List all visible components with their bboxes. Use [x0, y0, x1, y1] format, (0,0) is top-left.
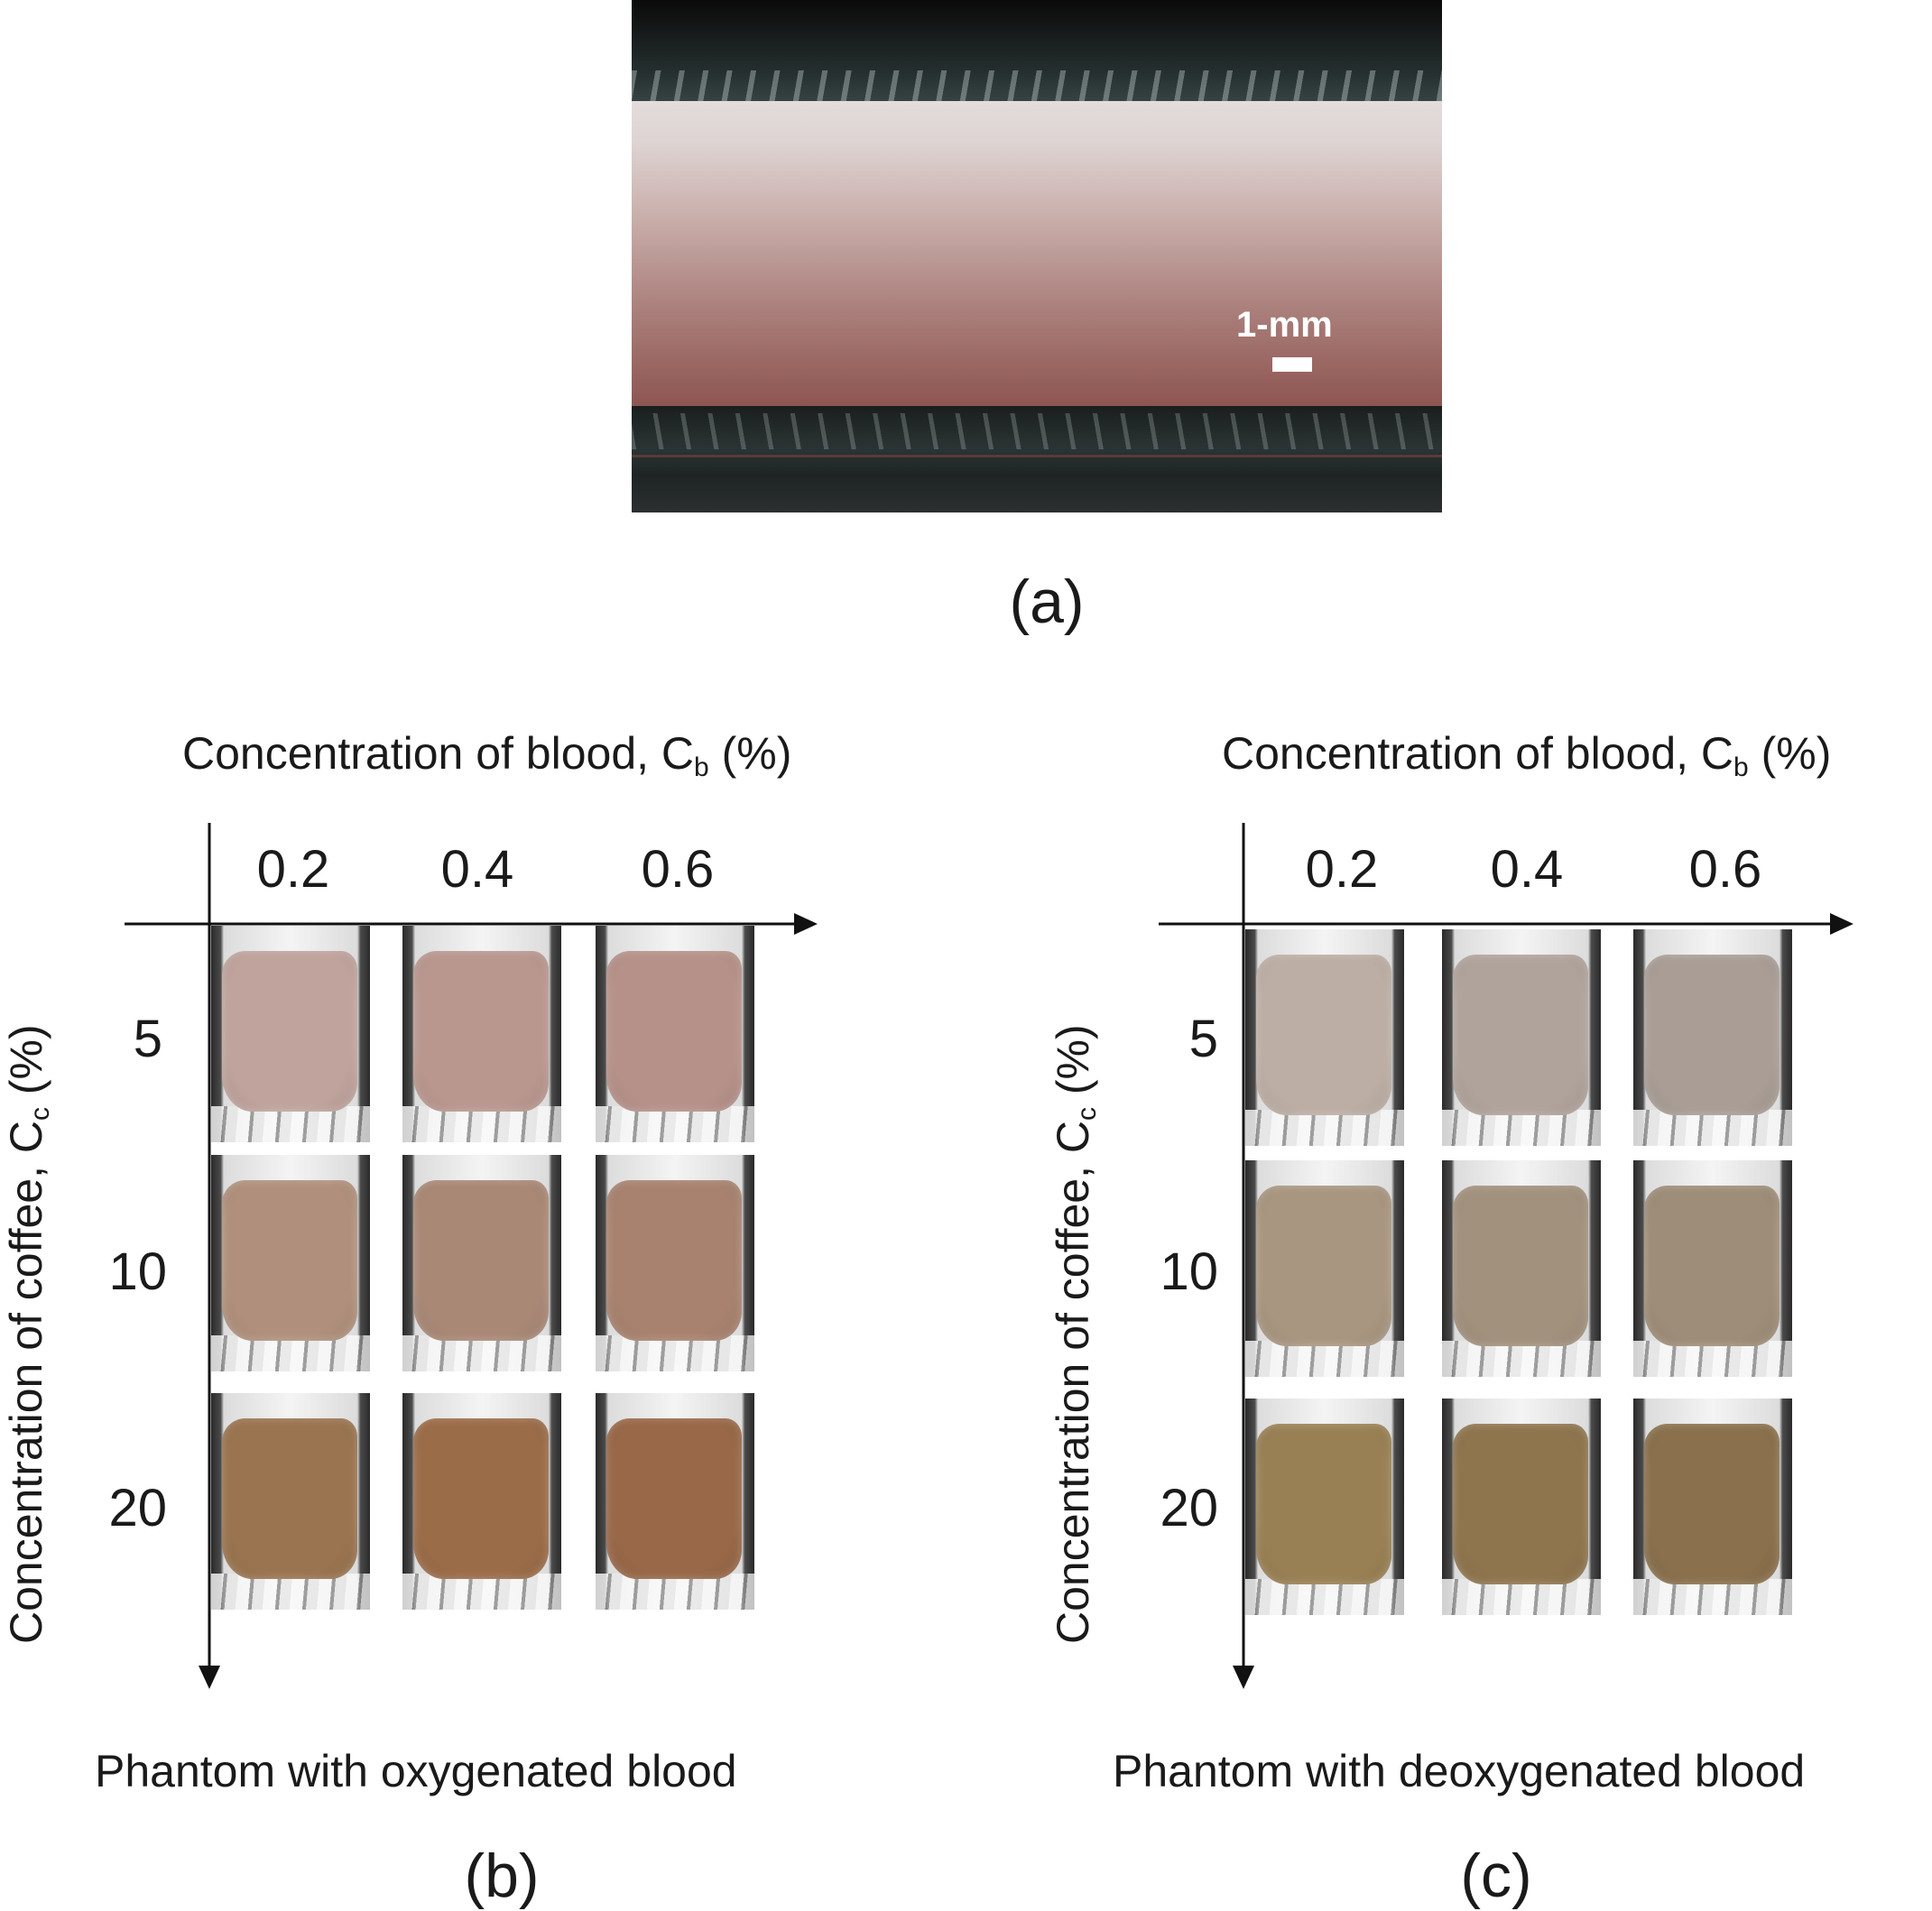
- panel-b-sample-tile: [402, 1393, 561, 1610]
- phantom-sample-swatch: [1644, 1424, 1779, 1584]
- panel-c-y-axis-title: Concentration of coffee, Cc (%): [1048, 1024, 1102, 1644]
- panel-label-a: (a): [1009, 568, 1085, 636]
- panel-c-x-arrowhead: [1830, 913, 1853, 935]
- panel-b-x-tick: 0.2: [256, 840, 330, 899]
- panel-c-x-tick: 0.2: [1305, 840, 1379, 899]
- panel-label-c: (c): [1460, 1842, 1532, 1910]
- phantom-sample-swatch: [413, 1180, 549, 1341]
- panel-b-sample-tile: [402, 1155, 561, 1371]
- panel-c-x-tick: 0.6: [1688, 840, 1762, 899]
- panel-c-sample-tile: [1442, 929, 1601, 1146]
- scale-bar: [1272, 357, 1312, 372]
- phantom-sample-swatch: [1644, 1186, 1779, 1346]
- phantom-sample-swatch: [413, 951, 549, 1112]
- phantom-sample-swatch: [606, 1418, 742, 1579]
- panel-c-sample-tile: [1633, 929, 1792, 1146]
- panel-b-sample-tile: [596, 1155, 754, 1371]
- panel-c-sample-tile: [1633, 1160, 1792, 1377]
- panel-b-sample-tile: [402, 926, 561, 1142]
- bottom-glass-layer: [632, 406, 1442, 512]
- panel-b-sample-tile: [596, 1393, 754, 1610]
- panel-b-sample-tile: [596, 926, 754, 1142]
- panel-c-x-tick: 0.4: [1490, 840, 1564, 899]
- phantom-sample-swatch: [1453, 955, 1588, 1115]
- scale-bar-label: 1-mm: [1236, 305, 1333, 345]
- phantom-sample-swatch: [222, 1418, 357, 1579]
- panel-b-y-arrowhead: [199, 1666, 220, 1689]
- top-glass-layer: [632, 0, 1442, 106]
- panel-b-y-axis-title: Concentration of coffee, Cc (%): [1, 1024, 55, 1644]
- panel-c-y-tick: 20: [1160, 1479, 1218, 1537]
- panel-c-caption: Phantom with deoxygenated blood: [1113, 1746, 1806, 1796]
- panel-b-x-arrowhead: [794, 913, 818, 935]
- panel-c-sample-tile: [1245, 1160, 1404, 1377]
- panel-b-y-tick: 5: [133, 1010, 162, 1068]
- phantom-sample-swatch: [222, 1180, 357, 1341]
- panel-b-sample-tile: [211, 1155, 370, 1371]
- panel-c-y-arrowhead: [1233, 1666, 1254, 1689]
- panel-b-y-tick: 20: [108, 1479, 167, 1537]
- panel-c-sample-tile: [1442, 1399, 1601, 1615]
- phantom-sample-swatch: [606, 951, 742, 1112]
- panel-b-caption: Phantom with oxygenated blood: [95, 1746, 737, 1796]
- panel-b-y-tick: 10: [108, 1242, 167, 1301]
- panel-b-sample-tile: [211, 1393, 370, 1610]
- phantom-sample-swatch: [413, 1418, 549, 1579]
- phantom-cross-section-photo: [632, 0, 1442, 512]
- panel-c-y-tick: 10: [1160, 1242, 1218, 1301]
- panel-c-sample-tile: [1442, 1160, 1601, 1377]
- panel-c-y-tick: 5: [1188, 1010, 1218, 1068]
- phantom-sample-swatch: [1256, 1186, 1391, 1346]
- panel-b-x-tick: 0.4: [440, 840, 514, 899]
- phantom-layer: [632, 101, 1442, 408]
- panel-c-sample-tile: [1245, 929, 1404, 1146]
- panel-b-x-tick: 0.6: [641, 840, 715, 899]
- panel-b-x-axis-title: Concentration of blood, Cb (%): [182, 728, 792, 782]
- panel-c-sample-tile: [1245, 1399, 1404, 1615]
- phantom-sample-swatch: [1644, 955, 1779, 1115]
- phantom-sample-swatch: [1256, 1424, 1391, 1584]
- panel-b-sample-tile: [211, 926, 370, 1142]
- phantom-sample-swatch: [606, 1180, 742, 1341]
- phantom-sample-swatch: [1256, 955, 1391, 1115]
- phantom-sample-swatch: [1453, 1424, 1588, 1584]
- phantom-sample-swatch: [222, 951, 357, 1112]
- phantom-sample-swatch: [1453, 1186, 1588, 1346]
- panel-label-b: (b): [464, 1842, 540, 1910]
- panel-c-sample-tile: [1633, 1399, 1792, 1615]
- panel-c-x-axis-title: Concentration of blood, Cb (%): [1222, 728, 1832, 782]
